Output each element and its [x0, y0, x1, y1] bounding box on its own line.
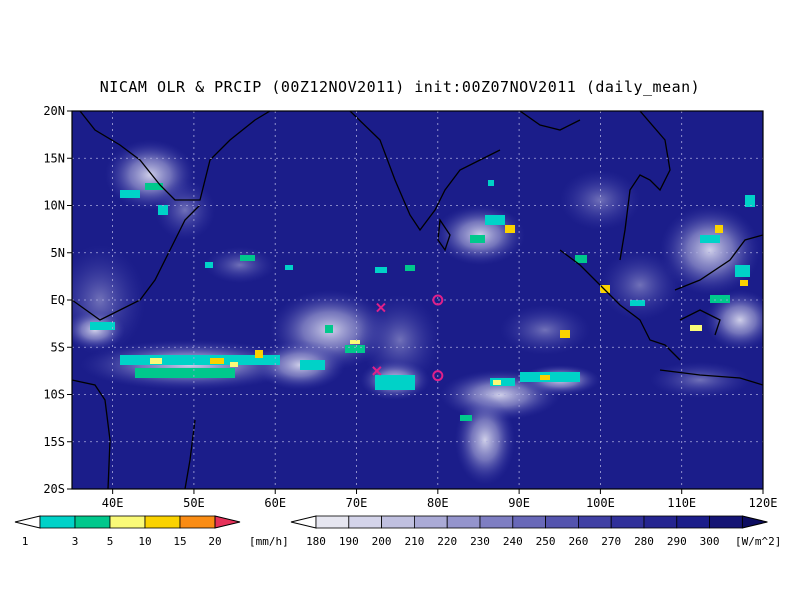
- colorbar-left-arrow: [14, 515, 41, 529]
- lon-tick-label: 120E: [749, 496, 778, 510]
- colorbar-label: 5: [107, 535, 114, 548]
- cross-marker: [372, 366, 382, 376]
- lon-tick-label: 80E: [427, 496, 449, 510]
- coastlines: [72, 111, 763, 489]
- colorbar-label: 260: [568, 535, 588, 548]
- lat-tick-label: 5S: [51, 340, 65, 354]
- colorbar-segment: [709, 515, 743, 529]
- map-panel: [72, 111, 763, 489]
- station-markers: [372, 294, 444, 382]
- colorbar-label: 180: [306, 535, 326, 548]
- colorbar-label: 210: [404, 535, 424, 548]
- circle-marker: [432, 294, 444, 306]
- colorbar-label: 3: [72, 535, 79, 548]
- lat-tick-label: 10S: [43, 388, 65, 402]
- colorbar-segment: [74, 515, 111, 529]
- colorbar-label: 1: [22, 535, 29, 548]
- colorbar-right-arrow: [741, 515, 768, 529]
- precip-field: [90, 180, 755, 421]
- olr-field: [72, 140, 763, 485]
- lon-tick-label: 70E: [346, 496, 368, 510]
- colorbar-label: 15: [173, 535, 186, 548]
- colorbar-segment: [348, 515, 382, 529]
- lat-tick-labels: 20N 15N 10N 5N EQ 5S 10S 15S 20S: [43, 104, 72, 496]
- map-title: NICAM OLR & PRCIP (00Z12NOV2011) init:00…: [99, 78, 701, 96]
- circle-marker: [432, 370, 444, 382]
- precip-colorbar: 1 3 5 10 15 20: [14, 515, 241, 548]
- colorbar-segment: [512, 515, 546, 529]
- colorbar-segment: [676, 515, 710, 529]
- colorbar-left-arrow: [290, 515, 317, 529]
- lat-tick-label: 10N: [43, 199, 65, 213]
- colorbar-segment: [315, 515, 350, 529]
- colorbar-label: 270: [601, 535, 621, 548]
- precip-unit-label: [mm/h]: [249, 535, 289, 548]
- colorbar-label: 220: [437, 535, 457, 548]
- colorbar-segment: [479, 515, 514, 529]
- olr-unit-label: [W/m^2]: [735, 535, 781, 548]
- lon-tick-labels: 40E 50E 60E 70E 80E 90E 100E 110E 120E: [102, 489, 778, 510]
- colorbar-segment: [545, 515, 579, 529]
- colorbar-segment: [413, 515, 448, 529]
- lon-tick-label: 100E: [586, 496, 615, 510]
- cross-marker: [376, 302, 386, 313]
- colorbar-label: 280: [634, 535, 654, 548]
- lat-tick-label: 15N: [43, 151, 65, 165]
- lat-tick-label: 20N: [43, 104, 65, 118]
- lat-tick-label: 15S: [43, 435, 65, 449]
- colorbar-right-arrow: [214, 515, 241, 529]
- colorbar-segment: [109, 515, 146, 529]
- colorbar-label: 190: [339, 535, 359, 548]
- colorbar-segment: [610, 515, 645, 529]
- lat-tick-label: EQ: [51, 293, 65, 307]
- colorbar-segment: [179, 515, 216, 529]
- colorbar-segment: [578, 515, 612, 529]
- colorbar-label: 250: [536, 535, 556, 548]
- lon-tick-label: 40E: [102, 496, 124, 510]
- colorbar-label: 20: [208, 535, 221, 548]
- colorbar-label: 230: [470, 535, 490, 548]
- colorbar-segment: [446, 515, 481, 529]
- colorbar-label: 290: [667, 535, 687, 548]
- lat-tick-label: 5N: [51, 246, 65, 260]
- lon-tick-label: 90E: [508, 496, 530, 510]
- colorbar-segment: [39, 515, 76, 529]
- grid-lines: [72, 111, 763, 489]
- colorbar-segment: [381, 515, 415, 529]
- lat-tick-label: 20S: [43, 482, 65, 496]
- colorbar-segment: [144, 515, 181, 529]
- colorbar-label: 200: [372, 535, 392, 548]
- olr-colorbar: 180 190 200 210 220 230 240 250 260 270 280 290 300: [290, 515, 768, 548]
- colorbar-label: 300: [700, 535, 720, 548]
- colorbar-label: 10: [138, 535, 151, 548]
- lon-tick-label: 60E: [264, 496, 286, 510]
- lon-tick-label: 50E: [183, 496, 205, 510]
- colorbar-segment: [643, 515, 678, 529]
- colorbar-label: 240: [503, 535, 523, 548]
- lon-tick-label: 110E: [667, 496, 696, 510]
